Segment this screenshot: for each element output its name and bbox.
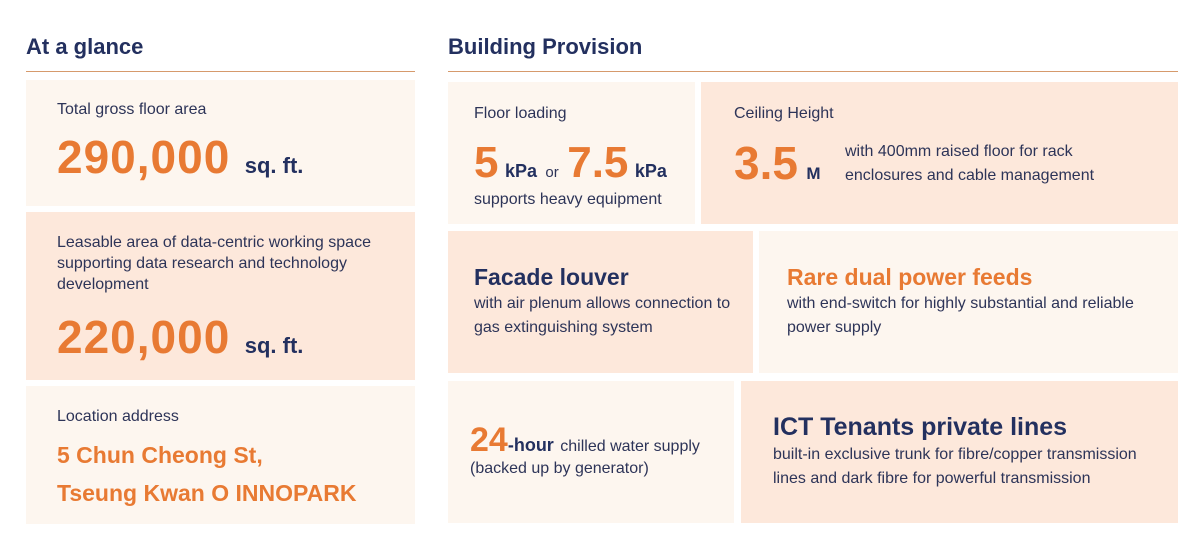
dual-power-card: Rare dual power feeds with end-switch fo… xyxy=(759,231,1178,373)
dual-power-title: Rare dual power feeds xyxy=(787,264,1033,290)
ict-lines-title: ICT Tenants private lines xyxy=(773,413,1068,441)
gross-floor-area-value: 290,000 xyxy=(57,131,231,183)
ict-lines-note: built-in exclusive trunk for fibre/coppe… xyxy=(773,446,1137,487)
at-a-glance-title: At a glance xyxy=(26,34,144,59)
leasable-area-card: Leasable area of data-centric working sp… xyxy=(26,212,415,380)
ceiling-height-note: with 400mm raised floor for rack enclosu… xyxy=(845,143,1095,184)
ceiling-height-card: Ceiling Height 3.5 M with 400mm raised f… xyxy=(701,82,1178,224)
floor-loading-unit-2: kPa xyxy=(634,161,667,181)
ceiling-height-value: 3.5 xyxy=(734,137,798,189)
floor-loading-unit-1: kPa xyxy=(504,161,537,181)
leasable-area-unit: sq. ft. xyxy=(244,333,304,358)
building-provision-title: Building Provision xyxy=(448,34,643,59)
gross-floor-area-label: Total gross floor area xyxy=(57,101,207,118)
chilled-water-backup: (backed up by generator) xyxy=(470,460,649,477)
floor-loading-label: Floor loading xyxy=(474,105,567,122)
floor-loading-or: or xyxy=(545,164,559,181)
gross-floor-area-unit: sq. ft. xyxy=(244,153,304,178)
ict-lines-card: ICT Tenants private lines built-in exclu… xyxy=(741,381,1178,523)
location-label: Location address xyxy=(57,408,179,425)
facade-louver-card: Facade louver with air plenum allows con… xyxy=(448,231,753,373)
chilled-water-card: 24-hour chilled water supply (backed up … xyxy=(448,381,734,523)
location-address-line2: Tseung Kwan O INNOPARK xyxy=(57,480,357,506)
floor-loading-note: supports heavy equipment xyxy=(474,191,662,208)
chilled-water-note: chilled water supply xyxy=(560,438,700,455)
floor-loading-card: Floor loading 5 kPa or 7.5 kPa supports … xyxy=(448,82,695,224)
facade-louver-note: with air plenum allows connection to gas… xyxy=(474,295,731,336)
floor-loading-value-2: 7.5 xyxy=(567,138,629,187)
dual-power-note: with end-switch for highly substantial a… xyxy=(787,295,1134,336)
at-a-glance-rule xyxy=(26,71,415,72)
ceiling-height-unit: M xyxy=(806,164,821,183)
location-card: Location address 5 Chun Cheong St, Tseun… xyxy=(26,386,415,524)
gross-floor-area-card: Total gross floor area 290,000 sq. ft. xyxy=(26,80,415,206)
ceiling-height-label: Ceiling Height xyxy=(734,105,834,122)
leasable-area-label: Leasable area of data-centric working sp… xyxy=(57,234,371,293)
floor-loading-value-1: 5 xyxy=(474,138,499,187)
building-provision-rule xyxy=(448,71,1178,72)
chilled-water-hours: 24 xyxy=(470,421,508,459)
location-address-line1: 5 Chun Cheong St, xyxy=(57,442,263,468)
facade-louver-title: Facade louver xyxy=(474,264,629,290)
leasable-area-value: 220,000 xyxy=(57,311,231,363)
chilled-water-hour-suffix: -hour xyxy=(507,435,554,455)
